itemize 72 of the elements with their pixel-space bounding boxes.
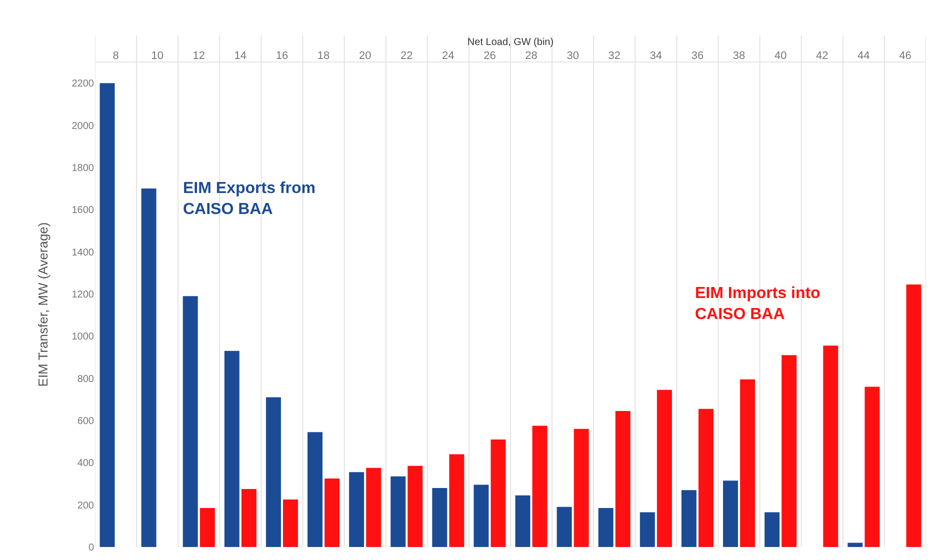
x-tick-label: 28 xyxy=(525,50,538,62)
y-tick-label: 1200 xyxy=(72,289,94,300)
series-label: EIM Imports into CAISO BAA xyxy=(695,285,821,323)
x-tick-label: 22 xyxy=(400,50,413,62)
bar xyxy=(656,390,672,547)
bar xyxy=(349,472,364,547)
x-tick-label: 8 xyxy=(112,50,119,62)
y-tick-label: 1600 xyxy=(72,205,94,216)
bar xyxy=(906,284,922,547)
bar xyxy=(723,480,738,547)
x-tick-label: 42 xyxy=(816,50,828,62)
bar xyxy=(408,466,423,547)
x-tick-label: 16 xyxy=(276,50,288,62)
bar xyxy=(182,296,198,547)
bar xyxy=(200,508,215,547)
x-tick-label: 24 xyxy=(442,50,454,62)
bar xyxy=(432,488,448,547)
bar xyxy=(615,410,630,547)
bar xyxy=(283,500,298,547)
y-axis-title: EIM Transfer, MW (Average) xyxy=(36,222,51,387)
bar xyxy=(864,386,880,547)
y-tick-label: 0 xyxy=(88,542,94,554)
y-tick-label: 400 xyxy=(77,458,94,470)
bar xyxy=(224,350,240,547)
x-tick-label: 10 xyxy=(151,50,164,62)
bar xyxy=(324,478,340,547)
x-tick-label: 12 xyxy=(192,50,206,62)
bar xyxy=(532,426,548,547)
bar xyxy=(848,542,863,547)
x-tick-label: 20 xyxy=(358,50,372,62)
x-tick-label: 30 xyxy=(566,50,579,62)
y-tick-label: 600 xyxy=(77,416,94,427)
bar xyxy=(266,397,281,547)
bar xyxy=(308,432,322,547)
y-tick-label: 1000 xyxy=(72,332,94,343)
x-tick-label: 38 xyxy=(732,50,746,62)
bar xyxy=(490,439,506,547)
bar xyxy=(640,512,655,547)
bar xyxy=(366,468,382,547)
x-tick-label: 40 xyxy=(774,50,787,62)
x-tick-label: 34 xyxy=(650,50,662,62)
bar xyxy=(598,508,614,547)
x-tick-label: 14 xyxy=(234,50,247,62)
bar xyxy=(740,379,756,547)
y-tick-label: 2200 xyxy=(72,78,94,90)
x-tick-label: 32 xyxy=(608,50,621,62)
series-label: EIM Exports from CAISO BAA xyxy=(183,180,316,218)
bar xyxy=(390,476,406,547)
bar xyxy=(141,188,156,547)
bar xyxy=(681,490,696,547)
x-tick-label: 26 xyxy=(484,50,496,62)
y-tick-label: 1400 xyxy=(72,247,94,258)
bar xyxy=(782,355,797,547)
x-tick-label: 18 xyxy=(317,50,330,62)
y-tick-label: 1800 xyxy=(72,162,94,174)
bar xyxy=(449,454,464,547)
y-tick-label: 2000 xyxy=(72,120,94,132)
x-tick-label: 46 xyxy=(899,50,912,62)
bar xyxy=(823,346,838,547)
bar xyxy=(241,489,256,547)
bar xyxy=(100,83,115,547)
x-tick-label: 36 xyxy=(691,50,704,62)
y-tick-label: 200 xyxy=(77,500,94,512)
y-tick-label: 800 xyxy=(77,374,94,385)
bar xyxy=(698,408,714,547)
x-axis-title: Net Load, GW (bin) xyxy=(467,36,554,48)
bar xyxy=(764,512,780,547)
bar xyxy=(574,428,589,547)
bar xyxy=(515,495,530,547)
bar xyxy=(556,506,572,547)
x-tick-label: 44 xyxy=(858,50,870,62)
bar xyxy=(474,484,489,547)
